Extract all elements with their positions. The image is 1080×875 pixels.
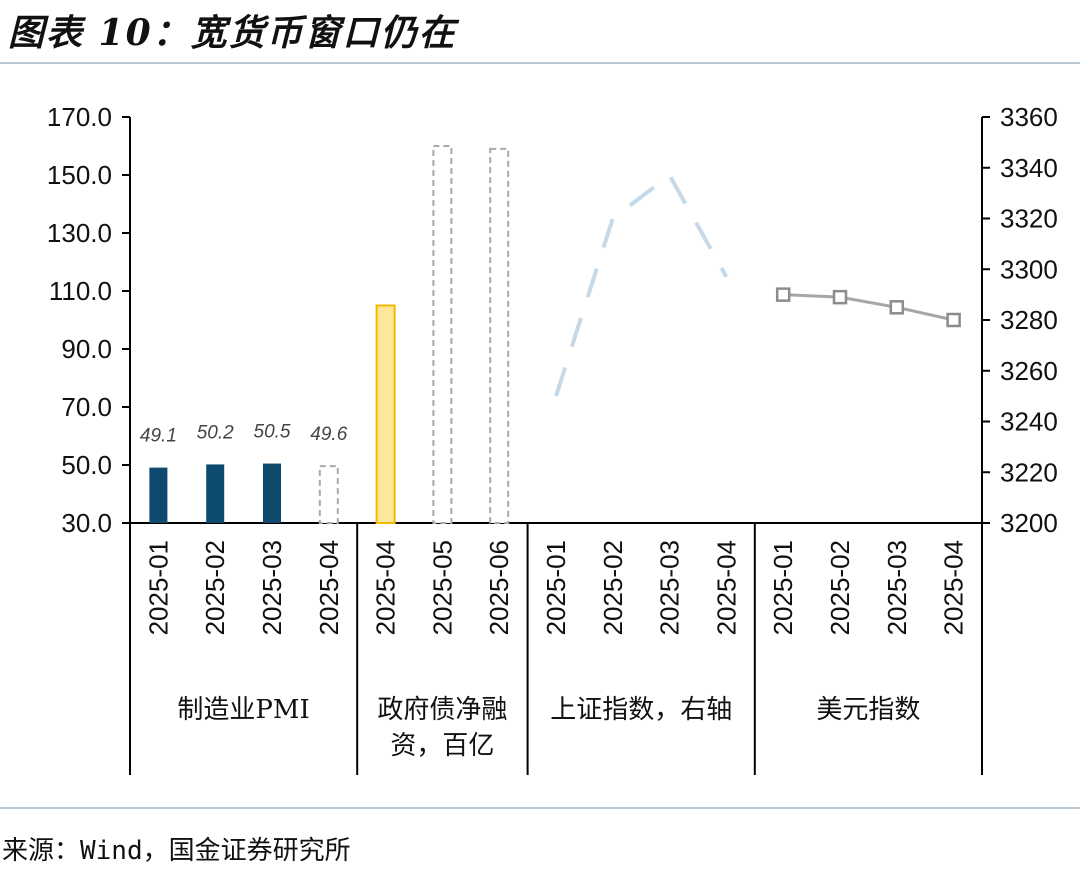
group-label: 资，百亿	[390, 731, 494, 761]
category-label: 2025-02	[598, 540, 628, 635]
pmi-bar	[149, 467, 168, 523]
top-divider	[0, 62, 1080, 64]
category-label: 2025-01	[143, 540, 173, 635]
shanghai-index-line	[554, 172, 729, 397]
category-label: 2025-04	[939, 540, 969, 635]
dollar-index-marker	[775, 287, 791, 302]
category-label: 2025-04	[711, 540, 741, 635]
left-tick-label: 50.0	[61, 450, 112, 480]
left-tick-label: 110.0	[49, 276, 112, 306]
pmi-bar	[206, 464, 225, 523]
left-tick-label: 30.0	[61, 508, 112, 538]
left-tick-label: 170.0	[47, 102, 112, 132]
category-label: 2025-03	[655, 540, 685, 635]
left-tick-label: 130.0	[47, 218, 112, 248]
right-tick-label: 3320	[1000, 204, 1058, 234]
category-label: 2025-01	[768, 540, 798, 635]
dollar-index-marker	[946, 312, 961, 328]
figure-title: 图表 10：宽货币窗口仍在	[8, 12, 457, 54]
right-tick-label: 3340	[1000, 153, 1058, 183]
pmi-data-label: 50.5	[254, 422, 291, 443]
pmi-bar-forecast	[318, 465, 339, 525]
dollar-index-line	[783, 293, 954, 322]
category-label: 2025-04	[314, 540, 344, 635]
category-label: 2025-03	[257, 540, 287, 635]
right-tick-label: 3280	[1000, 305, 1058, 335]
right-tick-label: 3220	[1000, 457, 1058, 487]
category-label: 2025-01	[541, 540, 571, 635]
right-tick-label: 3300	[1000, 254, 1058, 284]
category-label: 2025-02	[825, 540, 855, 635]
pmi-data-label: 49.1	[140, 426, 177, 447]
category-label: 2025-03	[882, 540, 912, 635]
left-tick-label: 150.0	[47, 160, 112, 190]
right-tick-label: 3200	[1000, 508, 1058, 538]
pmi-data-label: 49.6	[310, 424, 347, 445]
gov-bond-bar-forecast	[432, 145, 453, 524]
source-note: 来源：Wind，国金证券研究所	[2, 836, 351, 866]
left-tick-label: 90.0	[61, 334, 112, 364]
right-tick-label: 3240	[1000, 407, 1058, 437]
bottom-divider	[0, 807, 1080, 809]
category-label: 2025-06	[484, 540, 514, 635]
group-label: 政府债净融	[377, 695, 507, 725]
left-tick-label: 70.0	[61, 392, 112, 422]
gov-bond-bar-forecast	[489, 147, 510, 524]
group-label: 美元指数	[816, 695, 920, 725]
category-label: 2025-05	[427, 540, 457, 635]
pmi-bar	[263, 463, 281, 523]
gov-bond-bar	[375, 304, 396, 524]
right-tick-label: 3360	[1000, 102, 1058, 132]
right-tick-label: 3260	[1000, 356, 1058, 386]
category-label: 2025-02	[200, 540, 230, 635]
group-label: 制造业PMI	[177, 695, 309, 725]
group-label: 上证指数，右轴	[550, 695, 732, 725]
category-label: 2025-04	[371, 540, 401, 635]
dollar-index-marker	[832, 289, 848, 305]
dollar-index-marker	[889, 300, 905, 315]
pmi-data-label: 50.2	[197, 422, 234, 443]
